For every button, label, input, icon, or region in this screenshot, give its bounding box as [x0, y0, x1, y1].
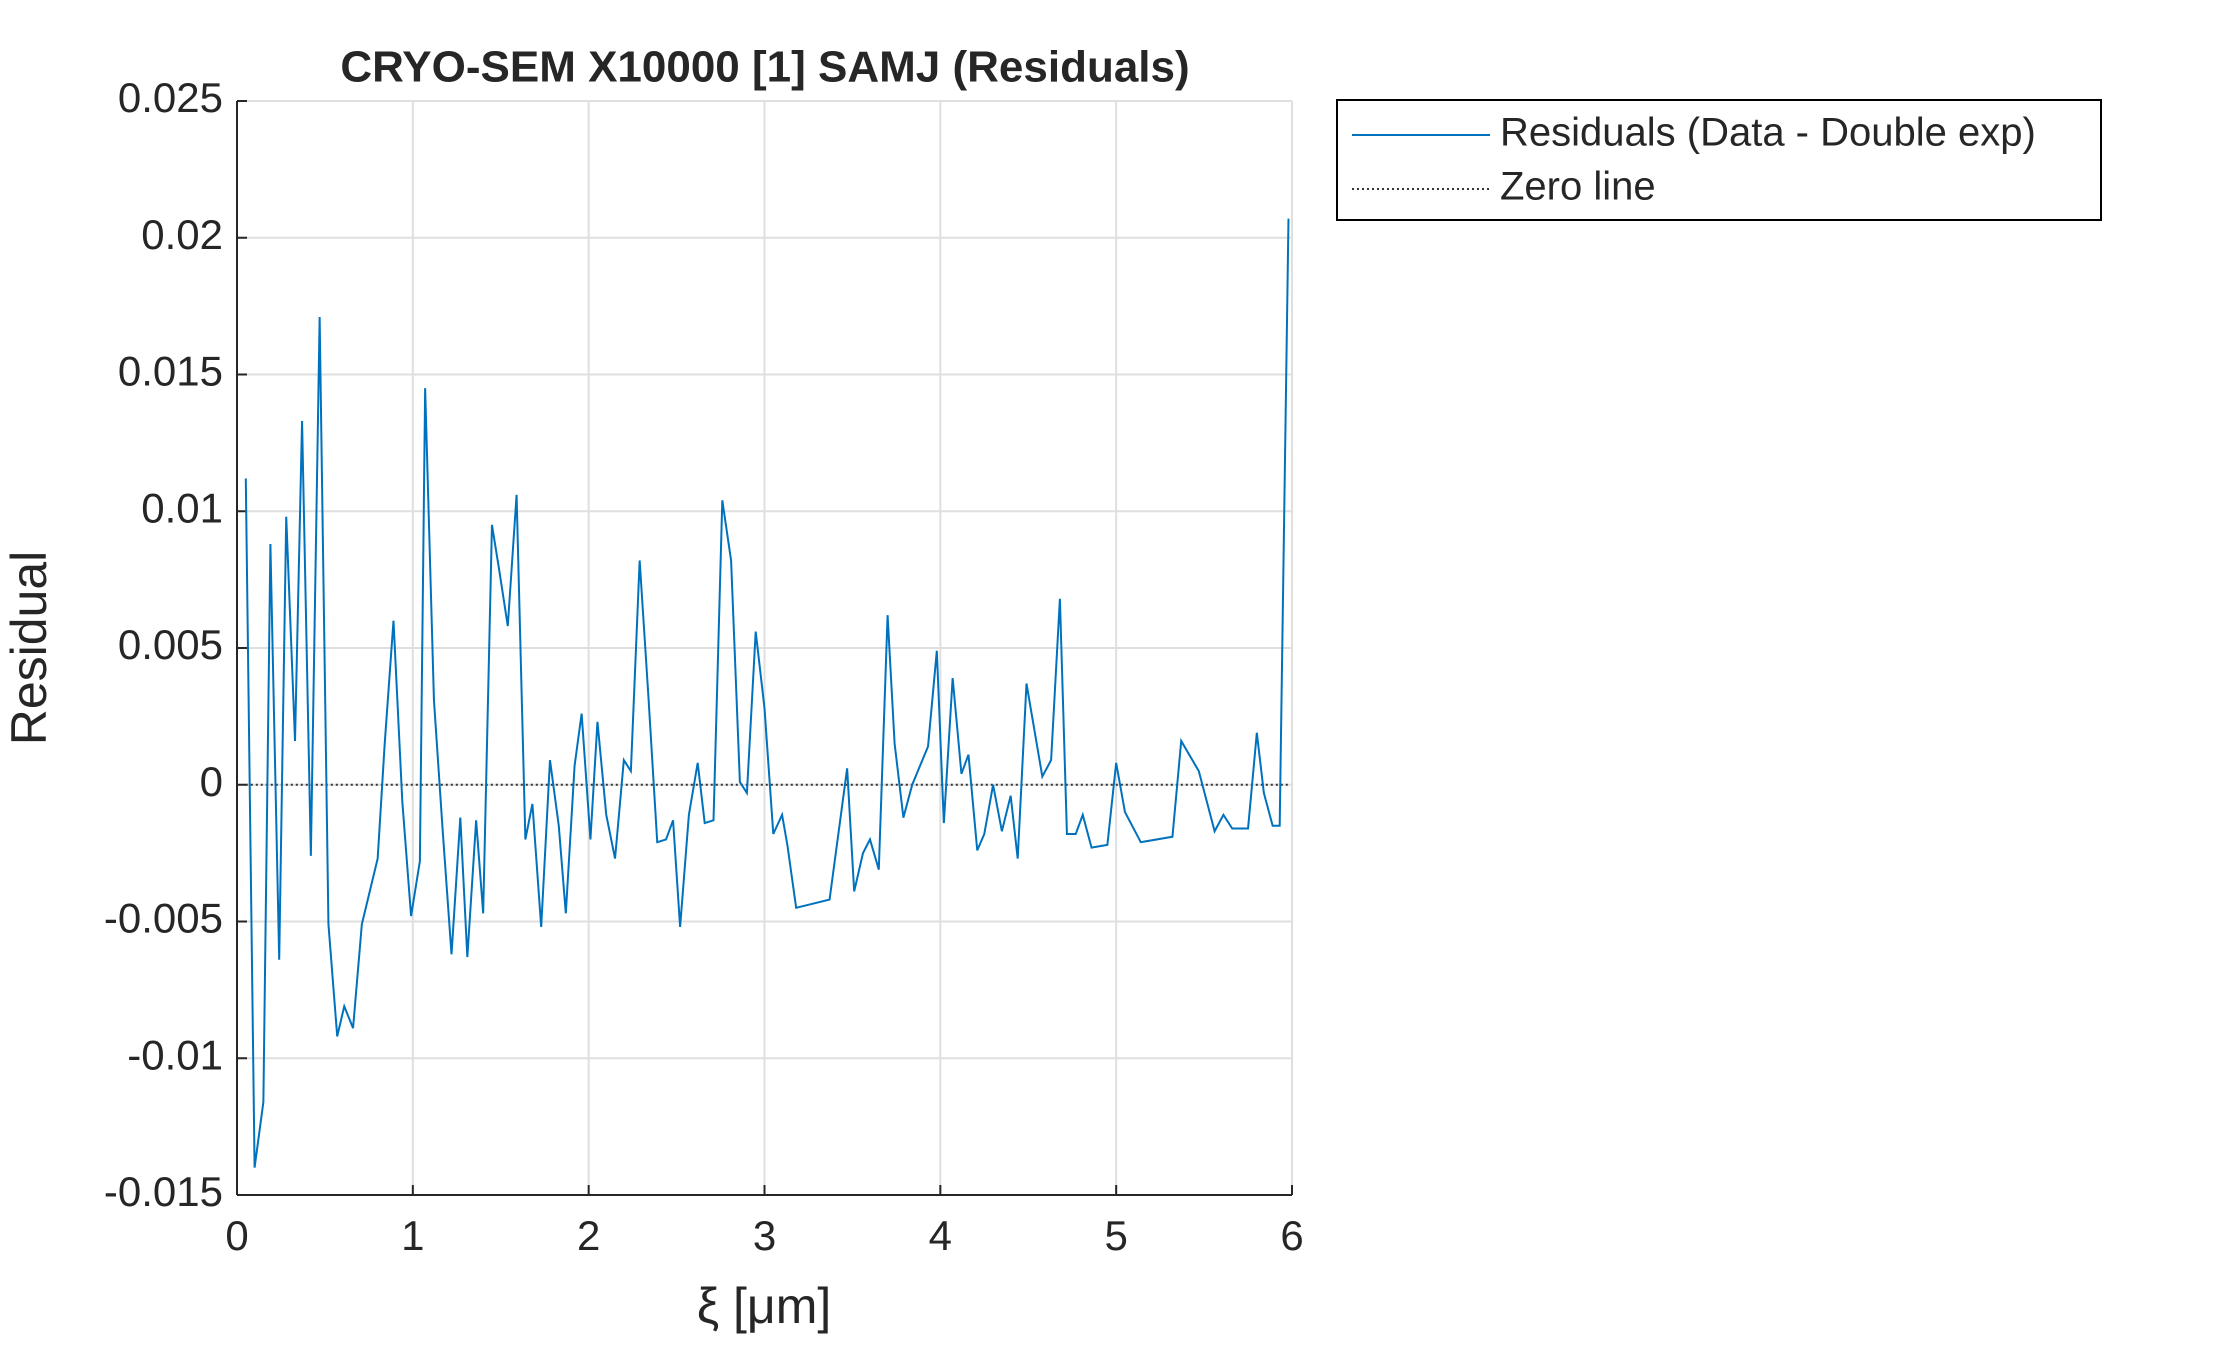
chart-title: CRYO-SEM X10000 [1] SAMJ (Residuals): [340, 43, 1189, 92]
x-tick-label: 0: [225, 1212, 248, 1259]
y-tick-label: 0: [200, 758, 223, 805]
y-tick-label: 0.01: [141, 484, 223, 531]
x-tick-label: 4: [929, 1212, 952, 1259]
x-tick-label: 1: [401, 1212, 424, 1259]
x-tick-label: 3: [753, 1212, 776, 1259]
x-tick-label: 6: [1280, 1212, 1303, 1259]
y-tick-label: 0.025: [118, 74, 223, 121]
legend-box: [1336, 99, 2102, 221]
y-tick-label: -0.005: [104, 895, 223, 942]
y-tick-label: -0.01: [127, 1031, 223, 1078]
x-tick-label: 2: [577, 1212, 600, 1259]
x-tick-label: 5: [1104, 1212, 1127, 1259]
legend-label: Residuals (Data - Double exp): [1500, 111, 2036, 155]
y-tick-label: 0.005: [118, 621, 223, 668]
x-axis-label: ξ [μm]: [697, 1278, 832, 1334]
y-tick-label: 0.015: [118, 348, 223, 395]
data-line: [244, 218, 1290, 1168]
legend-label: Zero line: [1500, 165, 1656, 209]
y-axis-label: Residual: [1, 551, 57, 746]
y-tick-label: 0.02: [141, 211, 223, 258]
y-tick-label: -0.015: [104, 1168, 223, 1215]
